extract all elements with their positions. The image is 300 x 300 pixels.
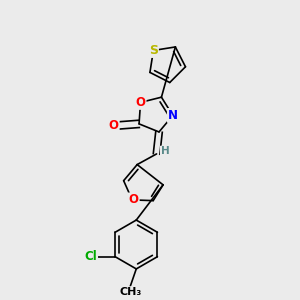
Text: Cl: Cl [84, 250, 97, 263]
Text: CH₃: CH₃ [119, 287, 141, 297]
Text: O: O [109, 119, 119, 132]
Text: O: O [136, 96, 146, 109]
Text: O: O [129, 194, 139, 206]
Text: S: S [149, 44, 158, 57]
Text: N: N [168, 109, 178, 122]
Text: H: H [161, 146, 170, 157]
